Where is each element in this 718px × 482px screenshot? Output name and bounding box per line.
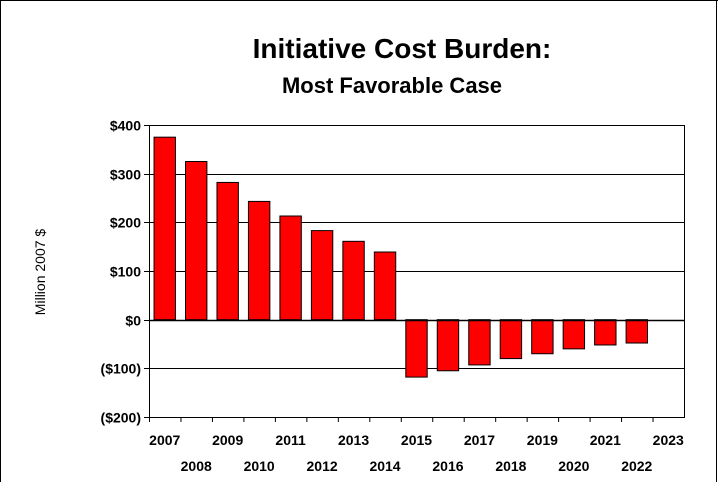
bar-2016 [436, 319, 460, 372]
x-tick-label: 2009 [212, 432, 243, 448]
bar-2015 [405, 319, 428, 378]
y-tick-label: $100 [110, 264, 141, 280]
x-tick-labels: 2007200820092010201120122013201420152016… [149, 432, 684, 474]
bar-2012 [310, 230, 334, 321]
bars [153, 136, 648, 378]
bar-2017 [468, 319, 491, 366]
chart-subtitle: Most Favorable Case [282, 73, 502, 98]
y-tick-label: $200 [110, 215, 141, 231]
bar-2019 [531, 319, 554, 355]
bar-2013 [342, 240, 365, 321]
x-tick-label: 2019 [527, 432, 558, 448]
y-tick-label: ($100) [101, 361, 141, 377]
x-tick-label: 2018 [495, 458, 526, 474]
x-tick-label: 2022 [621, 458, 652, 474]
x-tick-label: 2013 [338, 432, 369, 448]
x-tick-label: 2023 [653, 432, 684, 448]
bar-2022 [625, 319, 648, 344]
y-tick-label: ($200) [101, 410, 141, 426]
bar-2021 [594, 319, 617, 346]
x-tick-label: 2008 [181, 458, 212, 474]
y-axis-label: Million 2007 $ [32, 229, 48, 316]
x-tick-label: 2011 [275, 432, 306, 448]
x-tick-label: 2016 [432, 458, 463, 474]
bar-2010 [247, 200, 271, 321]
x-tick-label: 2021 [590, 432, 621, 448]
chart-title: Initiative Cost Burden: [253, 33, 552, 64]
y-tick-label: $400 [110, 118, 141, 134]
x-tick-label: 2017 [464, 432, 495, 448]
bar-2018 [499, 319, 523, 360]
y-tick-label: $300 [110, 167, 141, 183]
axes [144, 125, 685, 422]
y-tick-labels: $400 $300 $200 $100 $0 ($100) ($200) [101, 118, 142, 426]
x-tick-label: 2014 [369, 458, 400, 474]
bar-2011 [279, 215, 302, 321]
plot-area-frame [149, 125, 685, 418]
bar-2009 [216, 181, 239, 321]
y-tick-label: $0 [125, 313, 141, 329]
x-tick-label: 2015 [401, 432, 432, 448]
bar-2020 [562, 319, 586, 350]
x-tick-label: 2010 [244, 458, 275, 474]
bar-2007 [153, 136, 176, 321]
bar-2014 [373, 251, 397, 321]
x-tick-label: 2007 [149, 432, 180, 448]
x-tick-label: 2020 [558, 458, 589, 474]
bar-2008 [185, 161, 208, 321]
x-tick-label: 2012 [307, 458, 338, 474]
